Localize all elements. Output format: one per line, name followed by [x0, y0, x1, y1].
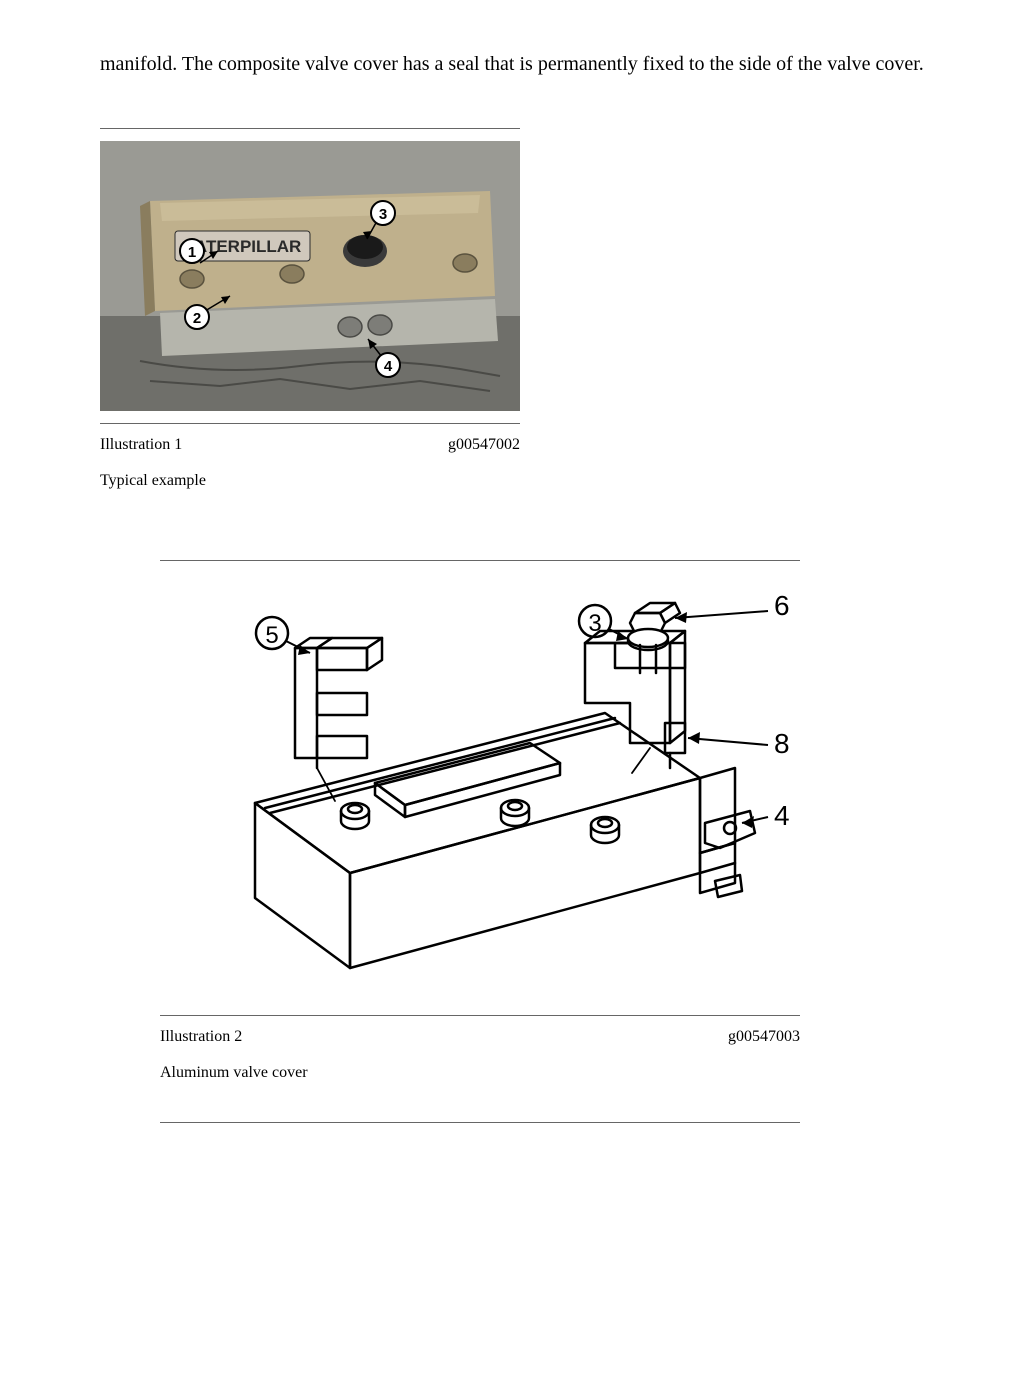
body-paragraph: manifold. The composite valve cover has … — [100, 50, 924, 78]
figure-1-label: Illustration 1 — [100, 436, 182, 454]
svg-text:4: 4 — [384, 358, 393, 375]
figure-2-code: g00547003 — [728, 1028, 800, 1046]
figure-2-label: Illustration 2 — [160, 1028, 242, 1046]
figure-1: CATERPILLAR 3 1 — [100, 128, 924, 530]
figure-1-code: g00547002 — [448, 436, 520, 454]
svg-text:2: 2 — [193, 310, 201, 327]
svg-text:8: 8 — [774, 728, 790, 759]
svg-text:5: 5 — [265, 622, 278, 649]
figure-1-subcaption: Typical example — [100, 472, 924, 530]
figure-2-subcaption: Aluminum valve cover — [160, 1064, 924, 1122]
svg-text:3: 3 — [379, 206, 387, 223]
figure-2-end-divider — [160, 1122, 800, 1123]
svg-text:1: 1 — [188, 244, 196, 261]
figure-2: 5 3 6 8 4 Illustration 2 g00547003 Alumi — [100, 560, 924, 1123]
svg-text:3: 3 — [588, 610, 601, 637]
figure-1-caption-row: Illustration 1 g00547002 — [100, 424, 520, 472]
figure-2-image: 5 3 6 8 4 — [160, 561, 924, 1015]
figure-1-image: CATERPILLAR 3 1 — [100, 129, 924, 423]
svg-text:6: 6 — [774, 590, 790, 621]
svg-text:4: 4 — [774, 800, 790, 831]
figure-2-caption-row: Illustration 2 g00547003 — [160, 1016, 800, 1064]
